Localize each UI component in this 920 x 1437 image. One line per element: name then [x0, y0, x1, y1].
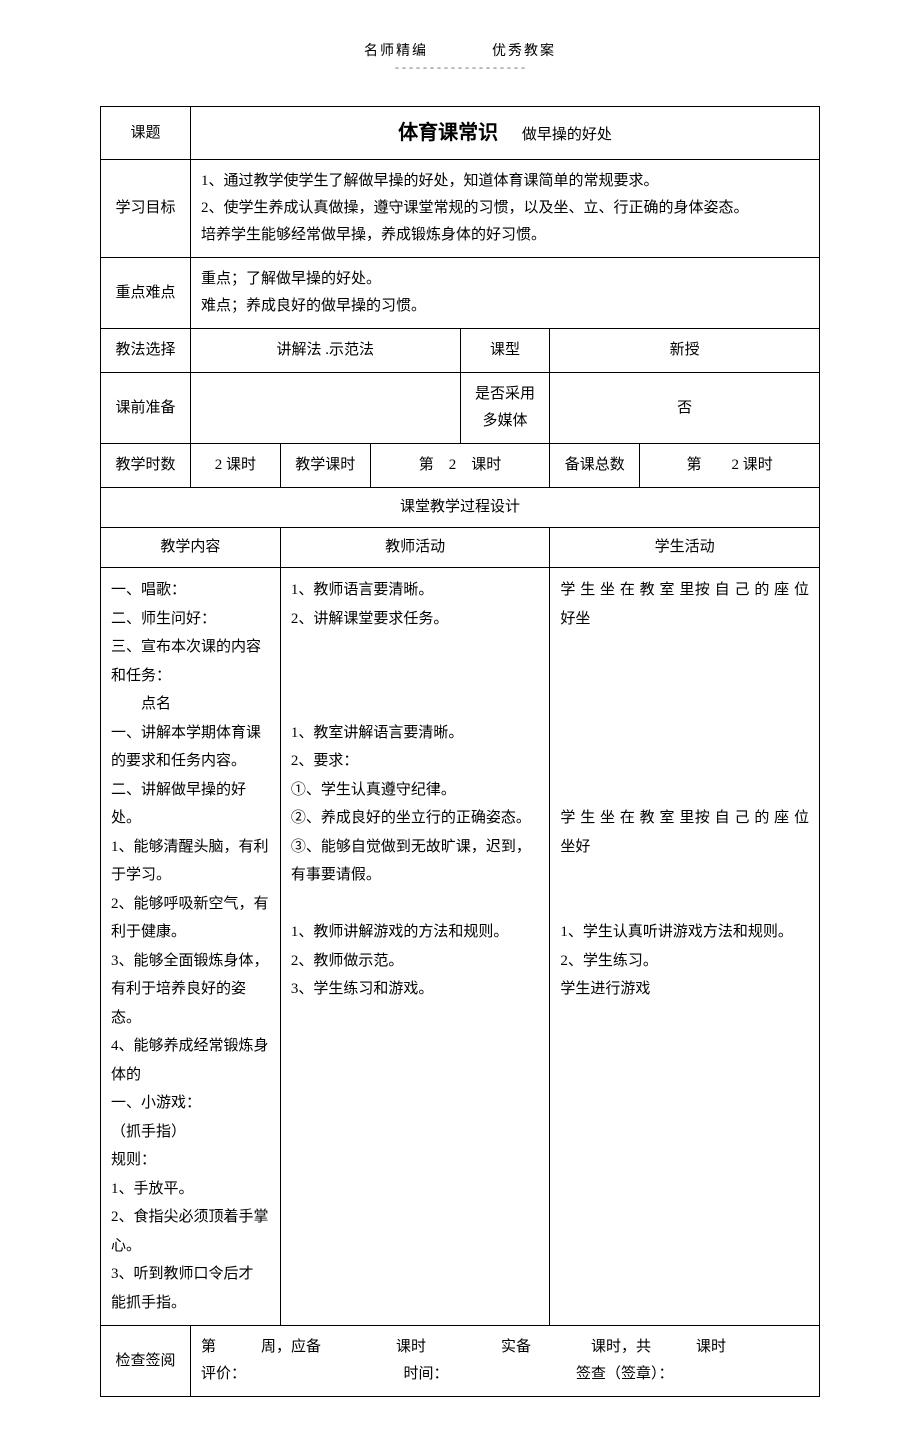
- process-header: 课堂教学过程设计: [101, 488, 820, 528]
- student-activity: 学 生 坐 在 教 室 里按 自 己 的 座 位 好坐 学 生 坐 在 教 室 …: [550, 568, 820, 1326]
- page-header: 名师精编 优秀教案 - - - - - - - - - - - - - - - …: [100, 40, 820, 76]
- topic-sub: 做早操的好处: [522, 127, 612, 143]
- topic-main: 体育课常识: [398, 122, 498, 144]
- total-value: 第 2 课时: [640, 444, 820, 488]
- header-dashes: - - - - - - - - - - - - - - - - - - -: [395, 60, 525, 74]
- multimedia-value: 否: [550, 373, 820, 444]
- col3-header: 学生活动: [550, 528, 820, 568]
- multimedia-label: 是否采用多媒体: [460, 373, 550, 444]
- prep-label: 课前准备: [101, 373, 191, 444]
- prep-value: [191, 373, 461, 444]
- teaching-content: 一、唱歌： 二、师生问好： 三、宣布本次课的内容和任务： 点名 一、讲解本学期体…: [101, 568, 281, 1326]
- lesson-plan-table: 课题 体育课常识 做早操的好处 学习目标 1、通过教学使学生了解做早操的好处，知…: [100, 106, 820, 1397]
- focus-text: 重点；了解做早操的好处。 难点；养成良好的做早操的习惯。: [191, 258, 820, 329]
- focus-label: 重点难点: [101, 258, 191, 329]
- header-text: 名师精编 优秀教案: [364, 44, 556, 59]
- class-type-label: 课型: [460, 329, 550, 373]
- hours-value: 2 课时: [191, 444, 281, 488]
- col1-header: 教学内容: [101, 528, 281, 568]
- method-value: 讲解法 .示范法: [191, 329, 461, 373]
- col2-header: 教师活动: [280, 528, 550, 568]
- hours-label: 教学时数: [101, 444, 191, 488]
- period-value: 第 2 课时: [370, 444, 550, 488]
- total-label: 备课总数: [550, 444, 640, 488]
- period-label: 教学课时: [280, 444, 370, 488]
- check-text: 第 周，应备 课时 实备 课时，共 课时 评价： 时间： 签查（签章）：: [191, 1326, 820, 1397]
- objectives-label: 学习目标: [101, 160, 191, 258]
- class-type-value: 新授: [550, 329, 820, 373]
- objectives-text: 1、通过教学使学生了解做早操的好处，知道体育课简单的常规要求。 2、使学生养成认…: [191, 160, 820, 258]
- check-label: 检查签阅: [101, 1326, 191, 1397]
- topic-cell: 体育课常识 做早操的好处: [191, 107, 820, 160]
- topic-label: 课题: [101, 107, 191, 160]
- method-label: 教法选择: [101, 329, 191, 373]
- teacher-activity: 1、教师语言要清晰。 2、讲解课堂要求任务。 1、教室讲解语言要清晰。 2、要求…: [280, 568, 550, 1326]
